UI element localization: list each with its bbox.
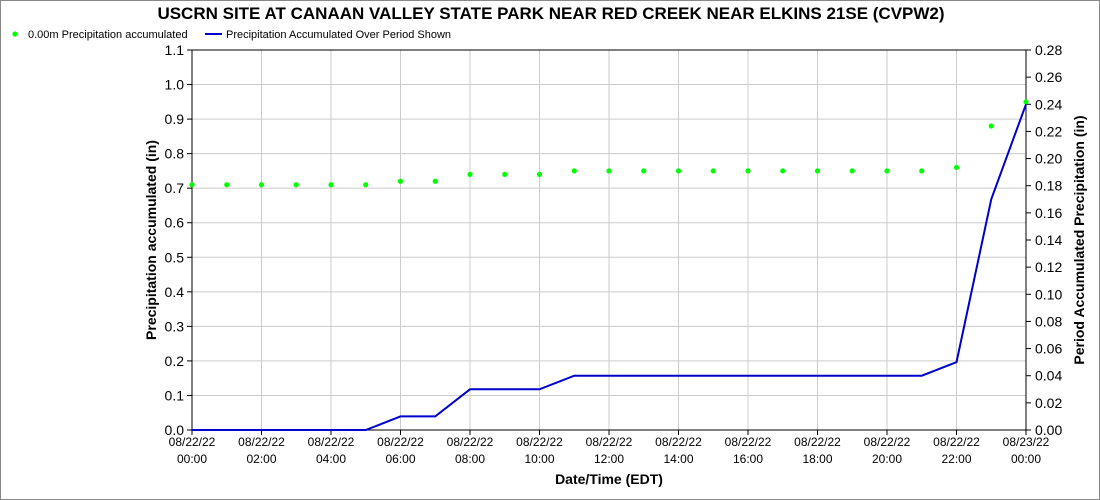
right-tick-label: 0.20 <box>1035 151 1062 167</box>
data-point-accumulated <box>780 168 786 174</box>
x-tick-date: 08/22/22 <box>516 435 563 449</box>
x-axis-label: Date/Time (EDT) <box>555 471 663 487</box>
right-tick-label: 0.16 <box>1035 205 1062 221</box>
x-tick-time: 02:00 <box>246 452 276 466</box>
data-point-accumulated <box>328 182 334 188</box>
left-tick-label: 0.0 <box>165 422 185 438</box>
left-tick-label: 0.7 <box>165 180 185 196</box>
left-tick-label: 0.9 <box>165 111 185 127</box>
series-line-period-accumulated <box>192 103 1027 431</box>
right-tick-label: 0.12 <box>1035 259 1062 275</box>
x-tick-date: 08/22/22 <box>725 435 772 449</box>
right-tick-label: 0.18 <box>1035 178 1062 194</box>
chart-title: USCRN SITE AT CANAAN VALLEY STATE PARK N… <box>157 4 944 23</box>
right-tick-label: 0.14 <box>1035 232 1062 248</box>
x-tick-time: 12:00 <box>594 452 624 466</box>
x-tick-time: 08:00 <box>455 452 485 466</box>
right-tick-label: 0.00 <box>1035 422 1062 438</box>
data-point-accumulated <box>884 168 890 174</box>
data-point-accumulated <box>397 178 404 184</box>
data-point-accumulated <box>189 182 195 188</box>
data-point-accumulated <box>224 182 230 188</box>
left-axis-label: Precipitation accumulated (in) <box>143 140 159 340</box>
x-tick-time: 00:00 <box>177 452 207 466</box>
data-point-accumulated <box>953 164 960 171</box>
left-tick-label: 0.5 <box>165 249 185 265</box>
x-tick-time: 20:00 <box>872 452 902 466</box>
x-tick-date: 08/22/22 <box>655 435 702 449</box>
data-point-accumulated <box>363 182 369 188</box>
data-point-accumulated <box>571 168 577 174</box>
x-tick-date: 08/22/22 <box>447 435 494 449</box>
x-tick-date: 08/22/22 <box>238 435 285 449</box>
left-tick-label: 0.3 <box>165 318 185 334</box>
data-point-accumulated <box>606 168 612 174</box>
x-tick-date: 08/22/22 <box>586 435 633 449</box>
left-tick-label: 0.1 <box>165 387 185 403</box>
left-tick-label: 1.0 <box>165 77 185 93</box>
right-tick-label: 0.28 <box>1035 42 1062 58</box>
left-tick-label: 0.2 <box>165 353 185 369</box>
data-point-accumulated <box>1023 99 1029 105</box>
data-point-accumulated <box>745 168 751 174</box>
right-tick-label: 0.24 <box>1035 96 1062 112</box>
left-tick-label: 0.8 <box>165 146 185 162</box>
x-tick-time: 22:00 <box>941 452 971 466</box>
right-tick-label: 0.08 <box>1035 313 1062 329</box>
x-tick-time: 04:00 <box>316 452 346 466</box>
x-tick-date: 08/22/22 <box>864 435 911 449</box>
right-axis-label: Period Accumulated Precipitation (in) <box>1071 115 1087 364</box>
right-tick-label: 0.10 <box>1035 286 1062 302</box>
x-tick-date: 08/22/22 <box>169 435 216 449</box>
data-point-accumulated <box>814 168 821 174</box>
x-tick-time: 18:00 <box>802 452 832 466</box>
left-tick-label: 1.1 <box>165 42 185 58</box>
left-axis-ticks: 0.0 0.1 0.2 0.3 0.4 0.5 0.6 0.7 0.8 0.9 1.0 1.1 <box>165 42 192 438</box>
x-tick-date: 08/22/22 <box>933 435 980 449</box>
legend: 0.00m Precipitation accumulated Precipit… <box>12 29 451 41</box>
legend-marker-series-1 <box>12 31 18 37</box>
x-tick-date: 08/22/22 <box>794 435 841 449</box>
data-point-accumulated <box>536 171 543 177</box>
x-tick-time: 00:00 <box>1011 452 1041 466</box>
x-axis-ticks: 08/22/22 00:00 08/22/22 02:00 08/22/22 04:00 0… <box>169 430 1050 466</box>
x-tick-date: 08/22/22 <box>308 435 355 449</box>
data-point-accumulated <box>502 171 508 177</box>
x-tick-time: 16:00 <box>733 452 763 466</box>
data-point-accumulated <box>710 168 716 174</box>
data-point-accumulated <box>641 168 647 174</box>
data-point-accumulated <box>988 123 994 129</box>
x-tick-time: 10:00 <box>524 452 554 466</box>
right-tick-label: 0.04 <box>1035 368 1062 384</box>
x-tick-date: 08/22/22 <box>377 435 424 449</box>
series-layer <box>189 99 1029 431</box>
data-point-accumulated <box>675 168 682 174</box>
right-tick-label: 0.26 <box>1035 69 1062 85</box>
x-tick-time: 06:00 <box>385 452 415 466</box>
right-tick-label: 0.06 <box>1035 341 1062 357</box>
data-point-accumulated <box>432 178 438 184</box>
data-point-accumulated <box>849 168 855 174</box>
right-axis-ticks: 0.00 0.02 0.04 0.06 0.08 0.10 0.12 0.14 0.16 0.18… <box>1026 42 1062 438</box>
x-tick-time: 14:00 <box>663 452 693 466</box>
data-point-accumulated <box>293 182 299 188</box>
left-tick-label: 0.6 <box>165 215 185 231</box>
legend-label-series-2: Precipitation Accumulated Over Period Sh… <box>226 29 451 41</box>
x-tick-date: 08/23/22 <box>1003 435 1050 449</box>
right-tick-label: 0.22 <box>1035 123 1062 139</box>
right-tick-label: 0.02 <box>1035 395 1062 411</box>
data-point-accumulated <box>919 168 925 174</box>
data-point-accumulated <box>258 182 265 188</box>
left-tick-label: 0.4 <box>165 284 185 300</box>
legend-label-series-1: 0.00m Precipitation accumulated <box>28 29 188 41</box>
grid <box>191 49 1027 431</box>
data-point-accumulated <box>467 171 473 177</box>
